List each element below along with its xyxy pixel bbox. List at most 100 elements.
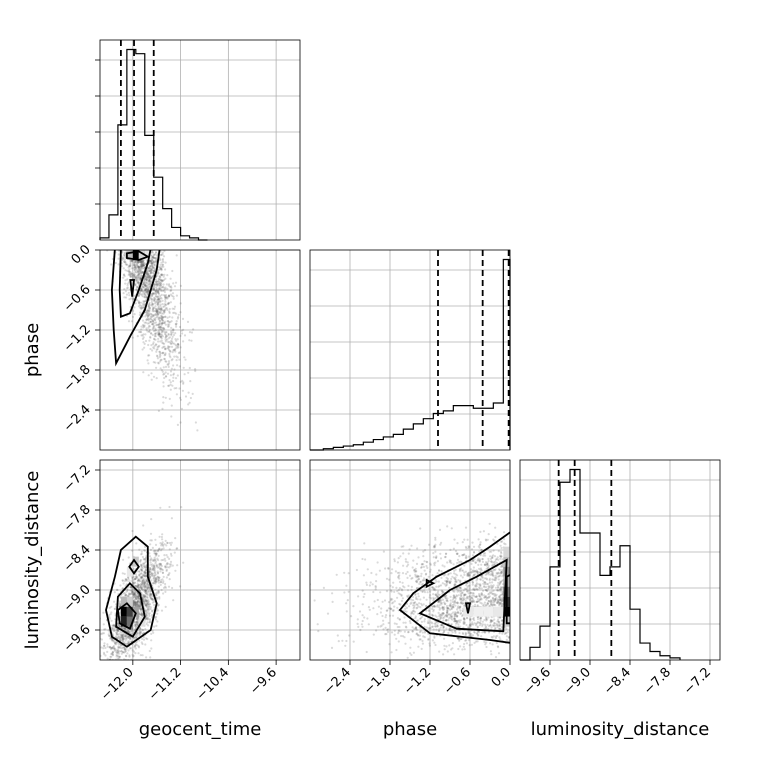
sample-point [102,632,105,635]
sample-point [141,581,144,584]
sample-point [102,679,104,681]
sample-point [478,543,482,547]
sample-point [140,288,143,291]
sample-point [487,533,490,536]
sample-point [423,560,426,563]
sample-point [160,609,164,612]
sample-point [169,560,173,564]
sample-point [157,323,160,326]
sample-point [151,546,154,550]
sample-point [134,279,137,282]
sample-point [95,669,97,671]
sample-point [316,623,319,626]
sample-point [177,344,180,347]
sample-point [151,292,155,295]
sample-point [139,261,142,264]
sample-point [144,643,147,646]
sample-point [401,597,404,600]
sample-point [457,647,460,651]
sample-point [412,599,415,602]
sample-point [393,629,396,632]
sample-point [432,628,435,631]
sample-point [421,642,424,645]
sample-point [182,340,185,343]
sample-point [144,560,147,563]
sample-point [153,625,156,628]
sample-point [133,263,136,266]
sample-point [157,272,160,275]
sample-point [147,314,150,317]
sample-point [345,584,348,587]
sample-point [142,601,146,604]
sample-point [176,356,179,359]
sample-point [159,328,162,331]
sample-point [164,605,167,609]
sample-point [157,409,160,412]
sample-point [162,396,165,399]
sample-point [160,281,163,284]
sample-point [143,587,146,591]
sample-point [119,638,123,641]
sample-point [159,326,162,329]
sample-point [157,609,160,612]
sample-point [390,572,393,575]
sample-point [128,654,131,657]
sample-point [483,601,486,604]
sample-point [124,282,127,285]
sample-point [129,274,132,277]
sample-point [158,535,161,538]
sample-point [149,543,152,546]
sample-point [152,310,155,313]
sample-point [122,646,125,649]
sample-point [160,322,163,325]
sample-point [453,572,456,575]
sample-point [167,337,170,340]
sample-point [422,579,425,582]
sample-point [146,359,149,362]
sample-point [150,647,153,650]
sample-point [166,562,169,565]
sample-point [147,313,150,316]
sample-point [148,339,151,342]
sample-point [187,403,190,406]
sample-point [179,585,182,588]
sample-point [181,379,184,382]
sample-point [164,298,167,301]
panel-frame [309,249,511,451]
sample-point [395,622,398,626]
sample-point [372,607,375,610]
sample-point [391,568,394,571]
sample-point [150,518,153,521]
sample-point [179,334,182,337]
sample-point [152,308,155,311]
sample-point [156,549,159,552]
sample-point [103,653,106,656]
sample-point [121,579,124,582]
sample-point [494,535,497,539]
sample-point [141,564,144,567]
sample-point [151,320,154,323]
sample-point [169,370,173,373]
sample-point [146,308,150,311]
sample-point [129,275,132,278]
sample-point [158,311,161,315]
sample-point [151,349,154,352]
sample-point [150,579,153,582]
sample-point [158,596,161,599]
sample-point [148,621,151,624]
sample-point [159,278,162,281]
sample-point [142,562,146,566]
sample-point [161,329,165,332]
sample-point [426,561,429,564]
sample-point [366,568,369,571]
sample-point [396,561,399,564]
sample-point [145,599,148,603]
sample-point [162,283,165,286]
sample-point [157,585,160,588]
sample-point [116,633,119,636]
sample-point [382,619,385,622]
sample-point [403,636,406,639]
sample-point [135,288,138,292]
sample-point [112,623,115,626]
sample-point [142,264,145,267]
